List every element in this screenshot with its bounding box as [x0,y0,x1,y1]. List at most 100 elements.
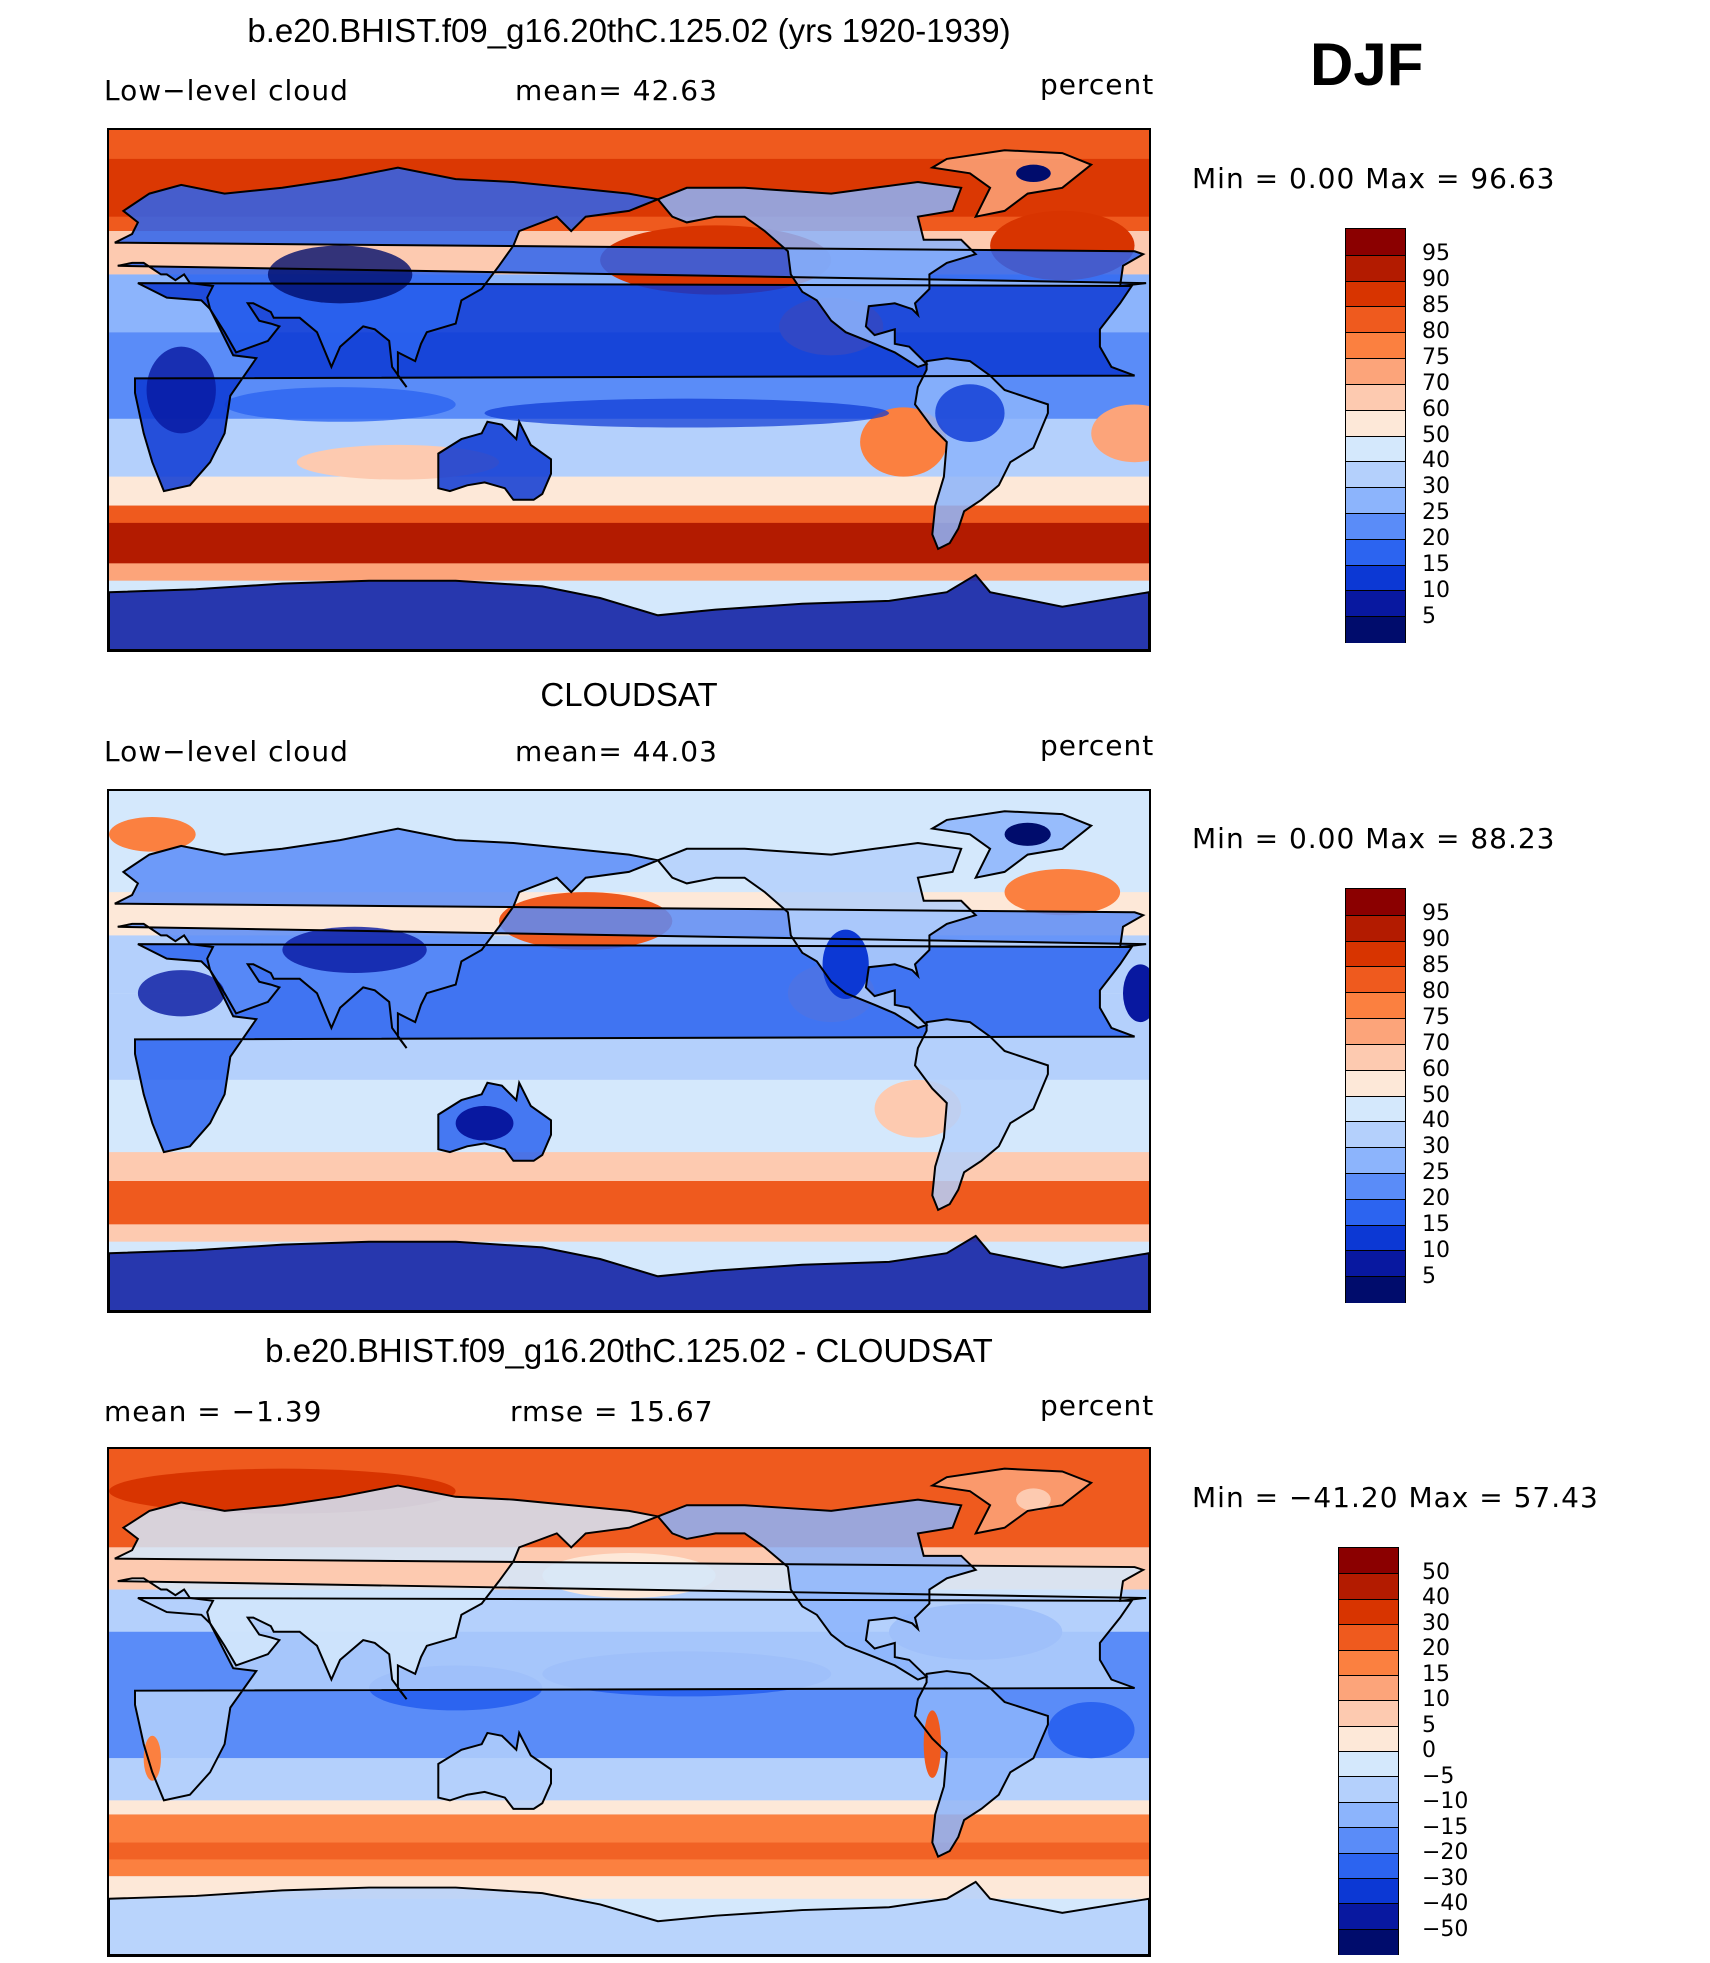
season-label: DJF [1310,31,1424,98]
colorbar-swatch [1346,1224,1405,1251]
colorbar-swatch [1346,1095,1405,1122]
colorbar-tick-label: 90 [1422,926,1450,952]
colorbar-swatch [1339,1827,1398,1853]
panel-mean-label-model: mean= 42.63 [515,74,718,107]
colorbar-swatch [1339,1649,1398,1676]
colorbar-tick-label: 70 [1422,370,1450,396]
colorbar-tick-label: −10 [1422,1789,1469,1814]
colorbar-tick-label: 10 [1422,1687,1450,1712]
colorbar-tick-label: 25 [1422,1160,1450,1186]
colorbar-swatch [1346,914,1405,942]
colorbar-tick-label: 40 [1422,1585,1450,1610]
colorbar-swatch [1346,538,1405,566]
colorbar-swatch [1346,280,1405,307]
colorbar-swatch [1346,461,1405,488]
colorbar-tick-label: 50 [1422,1559,1450,1585]
panel-title-diff: b.e20.BHIST.f09_g16.20thC.125.02 - CLOUD… [265,1332,993,1369]
colorbar-swatch [1346,229,1405,256]
colorbar-tick-label: −5 [1422,1763,1455,1789]
colorbar-swatch [1346,358,1405,385]
colorbar-tick-label: 40 [1422,448,1450,474]
colorbar-model [1345,228,1406,643]
colorbar-tick-label: 20 [1422,1636,1450,1661]
colorbar-tick-label: 15 [1422,1661,1450,1687]
colorbar-swatch [1346,409,1405,436]
colorbar-swatch [1339,1548,1398,1574]
colorbar-tick-label: −15 [1422,1814,1469,1840]
colorbar-tick-label: 25 [1422,500,1450,526]
colorbar-swatch [1346,306,1405,333]
panel-units-label-diff: percent [1040,1389,1155,1422]
colorbar-tick-label: 95 [1422,240,1450,266]
colorbar-tick-label: 5 [1422,604,1436,630]
colorbar-swatch [1339,1877,1398,1904]
colorbar-tick-label: 5 [1422,1712,1436,1738]
colorbar-tick-label: 85 [1422,952,1450,978]
colorbar-swatch [1346,1172,1405,1200]
colorbar-swatch [1346,1147,1405,1174]
map-panel-model [107,128,1151,652]
colorbar-tick-label: 20 [1422,1186,1450,1212]
colorbar-tick-label: 10 [1422,578,1450,604]
colorbar-swatch [1346,564,1405,591]
colorbar-tick-label: −40 [1422,1891,1469,1916]
panel-left-label-model: Low−level cloud [104,74,349,107]
panel-left-label-obs: Low−level cloud [104,735,349,768]
colorbar-swatch [1346,889,1405,916]
colorbar-swatch [1339,1776,1398,1803]
colorbar-tick-label: 95 [1422,900,1450,926]
colorbar-swatch [1339,1751,1398,1777]
colorbar-swatch [1339,1903,1398,1930]
colorbar-obs [1345,888,1406,1303]
colorbar-swatch [1339,1674,1398,1701]
colorbar-swatch [1339,1624,1398,1650]
colorbar-tick-label: 20 [1422,526,1450,552]
colorbar-tick-label: 50 [1422,422,1450,448]
contour-map-diff [109,1449,1149,1955]
colorbar-swatch [1346,435,1405,462]
map-panel-diff [107,1447,1151,1957]
colorbar-swatch [1346,1043,1405,1071]
map-panel-obs [107,789,1151,1313]
colorbar-tick-label: 85 [1422,292,1450,318]
colorbar-tick-label: 15 [1422,1212,1450,1238]
colorbar-swatch [1346,616,1405,643]
colorbar-swatch [1346,332,1405,359]
colorbar-tick-label: 30 [1422,1610,1450,1636]
colorbar-tick-label: 30 [1422,1134,1450,1160]
colorbar-swatch [1346,1121,1405,1148]
contour-map-model [109,130,1149,650]
colorbar-tick-label: −20 [1422,1840,1469,1865]
colorbar-swatch [1346,1198,1405,1226]
colorbar-swatch [1339,1573,1398,1600]
colorbar-swatch [1346,512,1405,540]
colorbar-tick-label: 60 [1422,396,1450,422]
colorbar-tick-label: 30 [1422,474,1450,500]
colorbar-swatch [1339,1700,1398,1727]
colorbar-tick-label: 80 [1422,318,1450,344]
panel-mean-label-obs: mean= 44.03 [515,735,718,768]
colorbar-tick-label: 70 [1422,1030,1450,1056]
colorbar-swatch [1346,1250,1405,1277]
panel-title-obs: CLOUDSAT [540,676,718,713]
panel-units-label-model: percent [1040,68,1155,101]
colorbar-swatch [1339,1928,1398,1955]
minmax-label-diff: Min = −41.20 Max = 57.43 [1192,1481,1599,1514]
panel-rmse-label-diff: rmse = 15.67 [510,1395,714,1428]
colorbar-tick-label: −50 [1422,1916,1469,1942]
minmax-label-obs: Min = 0.00 Max = 88.23 [1192,822,1556,855]
colorbar-tick-label: 60 [1422,1056,1450,1082]
colorbar-swatch [1339,1598,1398,1625]
colorbar-swatch [1339,1725,1398,1752]
panel-mean-label-diff: mean = −1.39 [104,1395,323,1428]
colorbar-tick-label: 0 [1422,1738,1436,1763]
panel-title-model: b.e20.BHIST.f09_g16.20thC.125.02 (yrs 19… [247,12,1011,49]
colorbar-swatch [1346,992,1405,1019]
colorbar-swatch [1339,1852,1398,1879]
colorbar-swatch [1346,254,1405,282]
colorbar-swatch [1339,1801,1398,1828]
colorbar-tick-label: −30 [1422,1865,1469,1891]
colorbar-swatch [1346,1069,1405,1096]
colorbar-tick-label: 10 [1422,1238,1450,1264]
colorbar-tick-label: 15 [1422,552,1450,578]
